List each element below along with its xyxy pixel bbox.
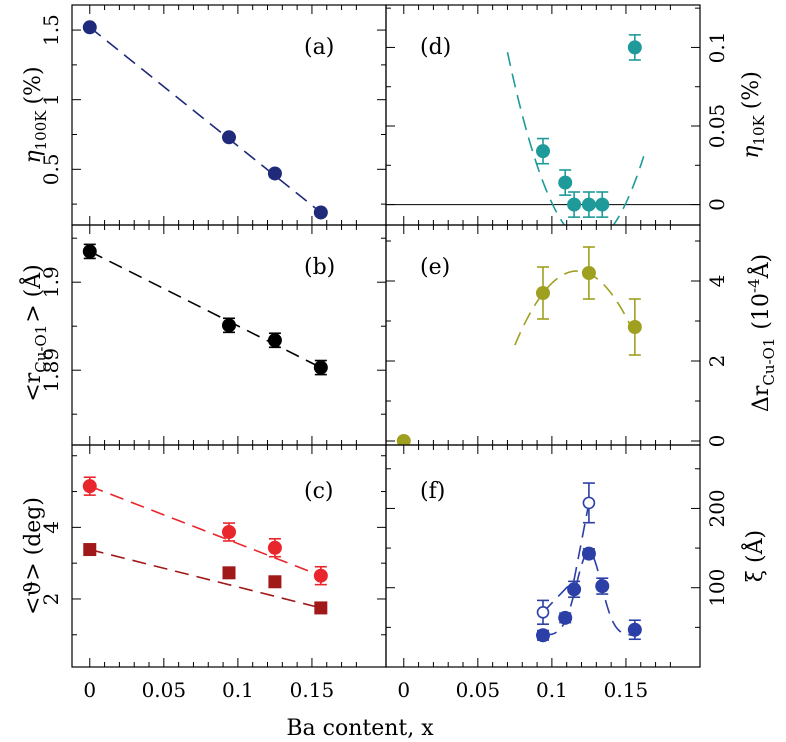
panel-4: 0 0.05 0.1 <box>385 4 729 226</box>
data-point <box>558 610 573 625</box>
panel-frame <box>385 444 701 668</box>
panel-label-d: (d) <box>420 35 451 60</box>
data-point <box>82 20 97 35</box>
x-tick-label: 0.15 <box>290 678 335 702</box>
data-point <box>313 205 328 220</box>
x-tick-label: 0 <box>397 678 410 702</box>
fit-line <box>514 270 636 346</box>
ylabel-f: ξ (Å) <box>740 530 768 582</box>
data-point <box>396 434 411 445</box>
data-point <box>267 166 282 181</box>
panel-label-c: (c) <box>304 479 334 504</box>
y-tick-label: 4 <box>39 521 63 534</box>
y-tick-label: 1.9 <box>39 266 63 298</box>
data-point <box>314 601 328 615</box>
ylabel-a: η100K(%) <box>21 66 50 163</box>
panel-frame <box>71 444 387 668</box>
data-point <box>627 40 642 55</box>
y-tick-label: 1.5 <box>39 14 63 46</box>
y-tick-label: 2 <box>39 593 63 606</box>
y-tick-label: 0 <box>705 435 729 448</box>
data-point <box>268 575 282 589</box>
y-tick-label: 0 <box>705 198 729 211</box>
data-point <box>627 320 642 334</box>
data-point <box>581 546 596 561</box>
y-tick-label: 100 <box>705 569 729 607</box>
data-point <box>581 197 596 212</box>
series-theta_darkred <box>83 543 328 615</box>
series-xi_open <box>536 482 596 625</box>
data-point <box>313 568 328 583</box>
fit-line <box>89 26 322 214</box>
panel-label-f: (f) <box>420 479 445 504</box>
data-point <box>595 579 610 594</box>
panel-2: 1.89 1.9 <box>39 224 387 446</box>
data-point <box>267 333 282 348</box>
fit-line <box>542 502 590 613</box>
data-point <box>222 130 236 145</box>
data-point <box>627 622 642 637</box>
data-point <box>267 540 282 555</box>
panel-frame <box>71 4 387 226</box>
data-point <box>82 479 97 494</box>
y-tick-label: 200 <box>705 489 729 527</box>
x-tick-label: 0.05 <box>456 678 501 702</box>
ylabel-d: η10K(%) <box>739 71 768 159</box>
fit-line <box>506 51 645 225</box>
data-point <box>222 566 236 580</box>
y-tick-label: 0.5 <box>39 153 63 185</box>
data-point <box>222 525 236 540</box>
series-xi_filled <box>536 546 642 643</box>
panel-frame <box>71 224 387 446</box>
y-tick-label: 0.05 <box>705 104 729 149</box>
x-tick-label: 0 <box>83 678 96 702</box>
data-point <box>83 543 97 557</box>
data-point <box>313 360 328 375</box>
series-eta10K <box>506 34 645 225</box>
series-dr <box>396 246 642 445</box>
series-eta100K <box>82 20 328 220</box>
panel-3: 0 0.05 0.1 0.15 2 4 <box>39 444 387 702</box>
fit-line <box>542 551 635 636</box>
y-tick-label: 1.89 <box>39 348 63 393</box>
data-point <box>567 582 582 597</box>
data-point <box>536 605 550 619</box>
fit-line <box>89 548 322 609</box>
data-point <box>82 244 97 259</box>
panel-label-a: (a) <box>304 35 334 60</box>
data-point <box>595 197 610 212</box>
data-point <box>536 286 550 300</box>
data-point <box>536 144 550 159</box>
y-tick-label: 1 <box>39 93 63 106</box>
data-point <box>536 628 550 643</box>
data-point <box>558 175 573 190</box>
panel-6: 0 0.05 0.1 0.15 100 200 <box>385 444 729 702</box>
y-tick-label: 4 <box>705 275 729 288</box>
y-tick-label: 0.1 <box>705 32 729 64</box>
fit-line <box>89 250 322 369</box>
ylabel-c: <ϑ> (deg) <box>21 497 46 615</box>
series-theta_red <box>82 476 328 586</box>
x-tick-label: 0.15 <box>604 678 649 702</box>
panel-5: 0 2 4 <box>385 224 729 448</box>
data-point <box>582 496 596 510</box>
x-tick-label: 0.05 <box>142 678 187 702</box>
panel-label-e: (e) <box>420 255 450 280</box>
y-tick-label: 2 <box>705 355 729 368</box>
x-tick-label: 0.1 <box>536 678 568 702</box>
data-point <box>222 318 236 333</box>
panel-labels: (a) (b) (c) (d) (e) (f) <box>304 35 451 504</box>
ylabel-b: <rCu-O1> (Å) <box>18 264 50 401</box>
x-axis-title: Ba content, x <box>286 716 434 741</box>
fit-line <box>89 485 322 577</box>
data-point <box>581 266 596 280</box>
ylabel-e: ΔrCu-O1(10-4Å) <box>745 254 778 412</box>
x-tick-label: 0.1 <box>222 678 254 702</box>
series-rCuO1 <box>82 243 328 376</box>
panel-label-b: (b) <box>304 255 335 280</box>
data-point <box>567 197 582 212</box>
